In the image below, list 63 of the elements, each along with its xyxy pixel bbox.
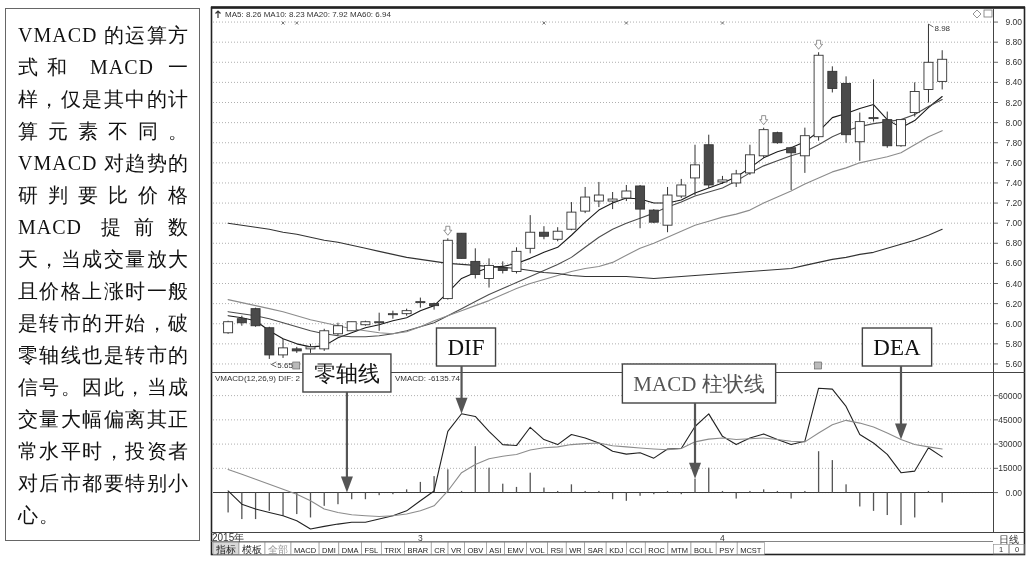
- candlestick: [580, 186, 591, 214]
- annotation: VMACD(12,26,9) DIF: 2: [215, 374, 301, 383]
- candlestick: [278, 338, 288, 359]
- y-tick-label: 6.00: [1005, 318, 1023, 329]
- y-tick-label: 7.60: [1005, 157, 1023, 168]
- y-tick-label: 15000: [998, 463, 1023, 474]
- candlestick: [525, 214, 536, 254]
- text: 模板: [242, 543, 262, 555]
- text: 日线: [999, 533, 1019, 545]
- candlestick: [593, 181, 604, 208]
- candlestick: [786, 146, 797, 191]
- text: DEA: [873, 334, 922, 360]
- y-tick-label: 7.00: [1005, 218, 1023, 229]
- annotation: VMACD: -6135.74: [394, 374, 461, 383]
- annotation: MA5: 8.26 MA10: 8.23 MA20: 7.92 MA60: 6.94: [225, 10, 392, 19]
- x-tick-label: 2015年: [211, 531, 245, 543]
- candlestick: [744, 144, 755, 176]
- candlestick: [374, 312, 385, 332]
- candlestick: [387, 310, 398, 320]
- y-tick-label: 8.80: [1005, 37, 1023, 48]
- candlestick: [511, 246, 522, 274]
- y-tick-label: 8.20: [1005, 97, 1023, 108]
- candlestick: [827, 65, 838, 93]
- y-tick-label: 6.80: [1005, 238, 1023, 249]
- y-tick-label: 6.40: [1005, 278, 1023, 289]
- candlestick: [799, 127, 810, 174]
- y-tick-label: 5.60: [1005, 358, 1023, 369]
- y-tick-label: 8.60: [1005, 57, 1023, 68]
- text: MACD 柱状线: [633, 371, 765, 396]
- candlestick: [909, 81, 920, 118]
- candlestick: [566, 201, 577, 231]
- candlestick: [635, 184, 646, 229]
- y-tick-label: 7.80: [1005, 137, 1023, 148]
- y-tick-label: 0.00: [1005, 487, 1023, 498]
- candlestick: [676, 178, 687, 199]
- line-series: [227, 419, 943, 518]
- text: DIF: [447, 334, 485, 360]
- annotation: 8.98: [934, 24, 951, 34]
- candlestick: [429, 302, 440, 311]
- candlestick: [937, 49, 948, 90]
- y-tick-label: 5.80: [1005, 338, 1023, 349]
- candlestick: [868, 78, 879, 123]
- y-tick-label: 9.00: [1005, 17, 1023, 28]
- y-tick-label: 6.20: [1005, 298, 1023, 309]
- x-tick-label: 3: [417, 532, 423, 543]
- text: 指标: [215, 543, 236, 555]
- text: 全部: [268, 543, 288, 555]
- y-tick-label: 45000: [998, 414, 1023, 425]
- candlestick: [539, 225, 549, 240]
- y-tick-label: 60000: [998, 390, 1023, 401]
- text: VMACD 的运算方式和 MACD 一样，仅是其中的计算元素不同。VMACD 对趋势的研判要比价格 MACD 提前数天，当成交量放大且价格上涨时一般是转市的开始，破零轴线也是转市的信号。因此，当成交量大幅偏离其正常水平时，投资者对后市都要特别小心。: [18, 24, 189, 526]
- y-tick-label: 7.40: [1005, 177, 1023, 188]
- annotation: 5.65: [277, 360, 294, 370]
- y-tick-label: 8.40: [1005, 77, 1023, 88]
- x-tick-label: 4: [720, 532, 726, 543]
- candlestick: [690, 144, 700, 196]
- y-tick-label: 7.20: [1005, 198, 1023, 209]
- y-tick-label: 30000: [998, 439, 1023, 450]
- y-tick-label: 6.60: [1005, 258, 1023, 269]
- y-tick-label: 8.00: [1005, 117, 1023, 128]
- candlestick: [319, 328, 330, 352]
- candlestick: [854, 112, 865, 162]
- annotation: 零轴线: [313, 360, 380, 386]
